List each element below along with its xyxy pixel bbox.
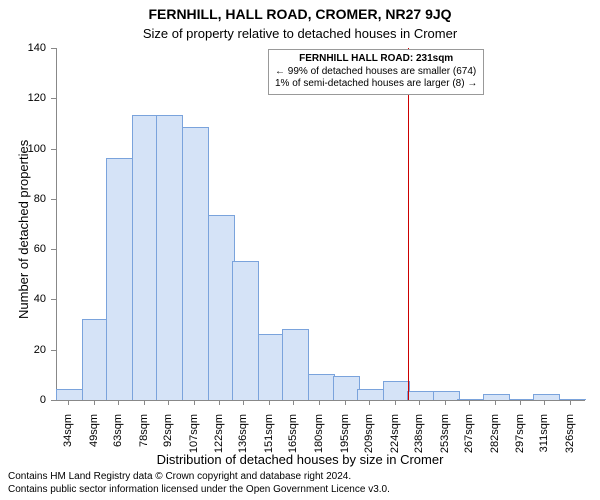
x-tick-label: 297sqm: [514, 414, 526, 500]
y-tick-label: 120: [0, 92, 46, 104]
x-tick-mark: [269, 400, 270, 405]
x-tick-label: 151sqm: [263, 414, 275, 500]
y-tick-mark: [51, 98, 56, 99]
chart-container: FERNHILL, HALL ROAD, CROMER, NR27 9JQ Si…: [0, 0, 600, 500]
x-tick-label: 282sqm: [489, 414, 501, 500]
x-tick-label: 122sqm: [213, 414, 225, 500]
x-tick-mark: [243, 400, 244, 405]
x-tick-label: 136sqm: [237, 414, 249, 500]
histogram-bar: [82, 319, 109, 400]
x-tick-label: 224sqm: [389, 414, 401, 500]
x-tick-mark: [319, 400, 320, 405]
x-tick-mark: [168, 400, 169, 405]
histogram-bar: [483, 394, 510, 400]
footer-line-1: Contains HM Land Registry data © Crown c…: [8, 471, 351, 482]
y-tick-mark: [51, 350, 56, 351]
x-tick-label: 253sqm: [439, 414, 451, 500]
chart-subtitle: Size of property relative to detached ho…: [0, 26, 600, 41]
x-tick-mark: [345, 400, 346, 405]
histogram-bar: [308, 374, 335, 400]
x-tick-mark: [544, 400, 545, 405]
x-tick-mark: [194, 400, 195, 405]
x-tick-mark: [469, 400, 470, 405]
y-tick-mark: [51, 48, 56, 49]
y-tick-label: 100: [0, 143, 46, 155]
x-tick-label: 165sqm: [287, 414, 299, 500]
histogram-bar: [282, 329, 309, 400]
property-marker-line: [408, 48, 409, 400]
y-tick-mark: [51, 299, 56, 300]
x-tick-mark: [570, 400, 571, 405]
histogram-bar: [559, 399, 586, 400]
y-tick-label: 80: [0, 193, 46, 205]
histogram-bar: [182, 127, 209, 400]
x-tick-mark: [495, 400, 496, 405]
histogram-bar: [232, 261, 259, 400]
x-tick-label: 195sqm: [339, 414, 351, 500]
x-tick-label: 326sqm: [564, 414, 576, 500]
x-tick-mark: [144, 400, 145, 405]
histogram-bar: [106, 158, 133, 400]
x-tick-mark: [395, 400, 396, 405]
x-tick-label: 209sqm: [363, 414, 375, 500]
histogram-bar: [208, 215, 235, 400]
x-tick-label: 107sqm: [188, 414, 200, 500]
histogram-bar: [132, 115, 159, 400]
x-tick-label: 49sqm: [88, 414, 100, 500]
x-tick-mark: [68, 400, 69, 405]
histogram-bar: [333, 376, 360, 400]
y-tick-label: 40: [0, 293, 46, 305]
y-tick-mark: [51, 199, 56, 200]
histogram-bar: [457, 399, 484, 400]
x-tick-mark: [94, 400, 95, 405]
x-tick-mark: [219, 400, 220, 405]
annotation-box: FERNHILL HALL ROAD: 231sqm ← 99% of deta…: [268, 49, 484, 95]
x-tick-label: 267sqm: [463, 414, 475, 500]
x-tick-label: 238sqm: [413, 414, 425, 500]
y-tick-mark: [51, 149, 56, 150]
histogram-bar: [533, 394, 560, 400]
x-tick-label: 311sqm: [538, 414, 550, 500]
x-tick-label: 92sqm: [162, 414, 174, 500]
y-tick-mark: [51, 249, 56, 250]
annotation-line-smaller: ← 99% of detached houses are smaller (67…: [275, 66, 477, 79]
x-tick-label: 63sqm: [112, 414, 124, 500]
x-tick-mark: [118, 400, 119, 405]
histogram-bar: [407, 391, 434, 400]
x-tick-label: 34sqm: [62, 414, 74, 500]
histogram-bar: [383, 381, 410, 400]
x-tick-label: 180sqm: [313, 414, 325, 500]
histogram-bar: [156, 115, 183, 400]
histogram-bar: [433, 391, 460, 400]
y-tick-label: 60: [0, 243, 46, 255]
plot-area: [56, 48, 585, 401]
annotation-line-larger: 1% of semi-detached houses are larger (8…: [275, 78, 477, 91]
chart-title: FERNHILL, HALL ROAD, CROMER, NR27 9JQ: [0, 6, 600, 22]
x-tick-label: 78sqm: [138, 414, 150, 500]
y-tick-label: 20: [0, 344, 46, 356]
y-tick-label: 140: [0, 42, 46, 54]
histogram-bar: [258, 334, 285, 400]
y-axis-label: Number of detached properties: [16, 140, 31, 319]
y-tick-mark: [51, 400, 56, 401]
x-tick-mark: [369, 400, 370, 405]
x-tick-mark: [445, 400, 446, 405]
histogram-bar: [509, 399, 536, 400]
histogram-bar: [56, 389, 83, 400]
annotation-title: FERNHILL HALL ROAD: 231sqm: [275, 53, 477, 66]
histogram-bar: [357, 389, 384, 400]
x-tick-mark: [293, 400, 294, 405]
x-tick-mark: [419, 400, 420, 405]
x-tick-mark: [520, 400, 521, 405]
y-tick-label: 0: [0, 394, 46, 406]
